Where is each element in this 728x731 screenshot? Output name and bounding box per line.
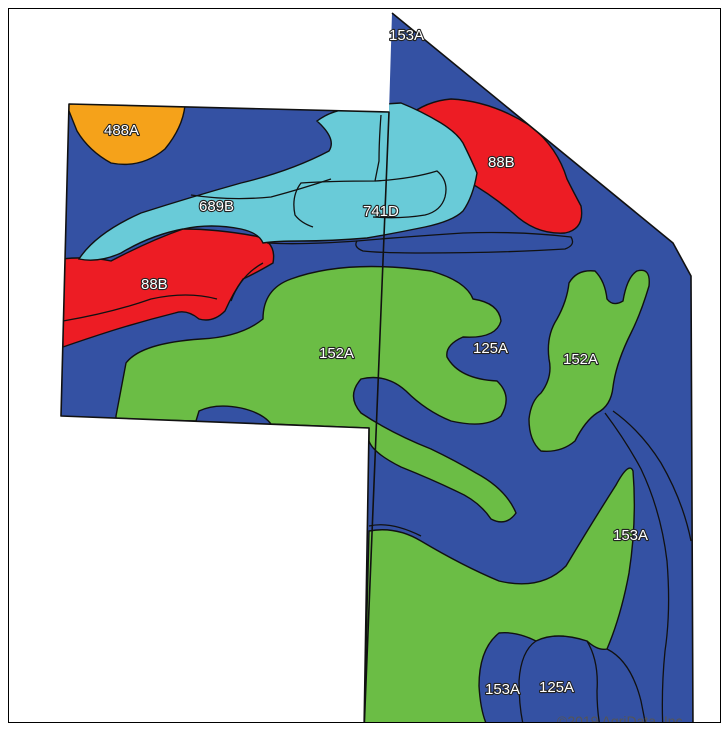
soil-label-152a-center: 152A bbox=[319, 345, 354, 362]
soil-label-153a-top: 153A bbox=[389, 27, 424, 44]
boundary-line bbox=[62, 294, 218, 322]
boundary-line bbox=[355, 231, 574, 254]
soil-label-88b-west: 88B bbox=[141, 276, 168, 293]
soil-label-689b: 689B bbox=[199, 198, 234, 215]
soil-label-152a-east: 152A bbox=[563, 351, 598, 368]
soil-unit-152a-south bbox=[363, 467, 636, 722]
soil-label-125a-center: 125A bbox=[473, 340, 508, 357]
soil-unit-689b-741d bbox=[77, 102, 478, 261]
soil-label-153a-south: 153A bbox=[485, 681, 520, 698]
soil-unit-152a-center bbox=[115, 265, 517, 523]
boundary-line bbox=[230, 262, 264, 302]
soil-label-153a-east: 153A bbox=[613, 527, 648, 544]
boundary-line bbox=[612, 410, 692, 542]
soil-label-488a: 488A bbox=[104, 122, 139, 139]
soil-map: 153A 488A 88B 689B 741D 88B 152A 125A 15… bbox=[8, 8, 721, 723]
boundary-line bbox=[372, 170, 447, 219]
copyright-text: ©2019 AgriData, Inc. bbox=[557, 713, 686, 723]
boundary-line bbox=[604, 412, 670, 722]
soil-unit-152a-east bbox=[528, 269, 650, 452]
boundary-line bbox=[518, 640, 537, 722]
soil-label-741d: 741D bbox=[363, 203, 399, 220]
field-boundary bbox=[60, 12, 694, 722]
boundary-line bbox=[606, 648, 648, 722]
boundary-line bbox=[190, 178, 332, 200]
soil-label-88b-east: 88B bbox=[488, 154, 515, 171]
boundary-line bbox=[293, 114, 382, 228]
soil-unit-488a bbox=[63, 100, 186, 166]
soil-label-125a-south: 125A bbox=[539, 679, 574, 696]
boundary-line bbox=[586, 640, 602, 722]
boundary-line bbox=[266, 240, 358, 245]
